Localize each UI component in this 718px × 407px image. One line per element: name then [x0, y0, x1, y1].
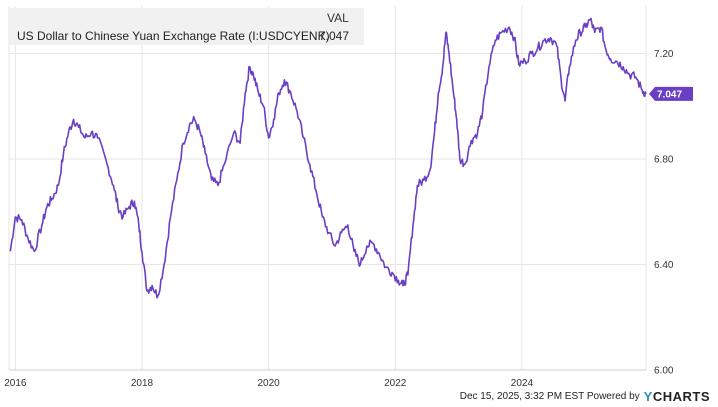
- y-tick-label: 6.80: [654, 154, 674, 165]
- x-tick-label: 2018: [131, 378, 154, 389]
- last-value-badge-text: 7.047: [657, 89, 682, 100]
- legend-header: VAL: [327, 11, 349, 25]
- axis-layer: 6.00 6.40 6.80 7.20 2016 2018 2020 2022 2024: [4, 49, 674, 389]
- footer: Dec 15, 2025, 3:32 PM EST Powered by YCH…: [460, 389, 710, 404]
- ycharts-logo[interactable]: YCHARTS: [644, 389, 710, 404]
- footer-timestamp: Dec 15, 2025, 3:32 PM EST Powered by: [459, 391, 640, 402]
- legend-series-name[interactable]: US Dollar to Chinese Yuan Exchange Rate …: [17, 29, 330, 43]
- grid-layer: [8, 6, 647, 371]
- series-line[interactable]: [9, 17, 647, 299]
- ycharts-logo-text: CHARTS: [652, 389, 710, 404]
- x-tick-label: 2020: [257, 378, 280, 389]
- last-value-badge: 7.047: [649, 86, 693, 101]
- series-layer: [9, 17, 647, 299]
- legend: VAL US Dollar to Chinese Yuan Exchange R…: [9, 8, 364, 45]
- x-tick-label: 2022: [384, 378, 407, 389]
- y-tick-label: 6.40: [654, 260, 674, 271]
- y-tick-label: 7.20: [654, 49, 674, 60]
- y-tick-label: 6.00: [654, 366, 674, 377]
- ycharts-logo-y: Y: [643, 389, 653, 404]
- x-tick-label: 2024: [511, 378, 534, 389]
- x-tick-label: 2016: [4, 378, 27, 389]
- last-value-badge-shape: [649, 86, 693, 101]
- legend-series-value: 7.047: [319, 29, 350, 43]
